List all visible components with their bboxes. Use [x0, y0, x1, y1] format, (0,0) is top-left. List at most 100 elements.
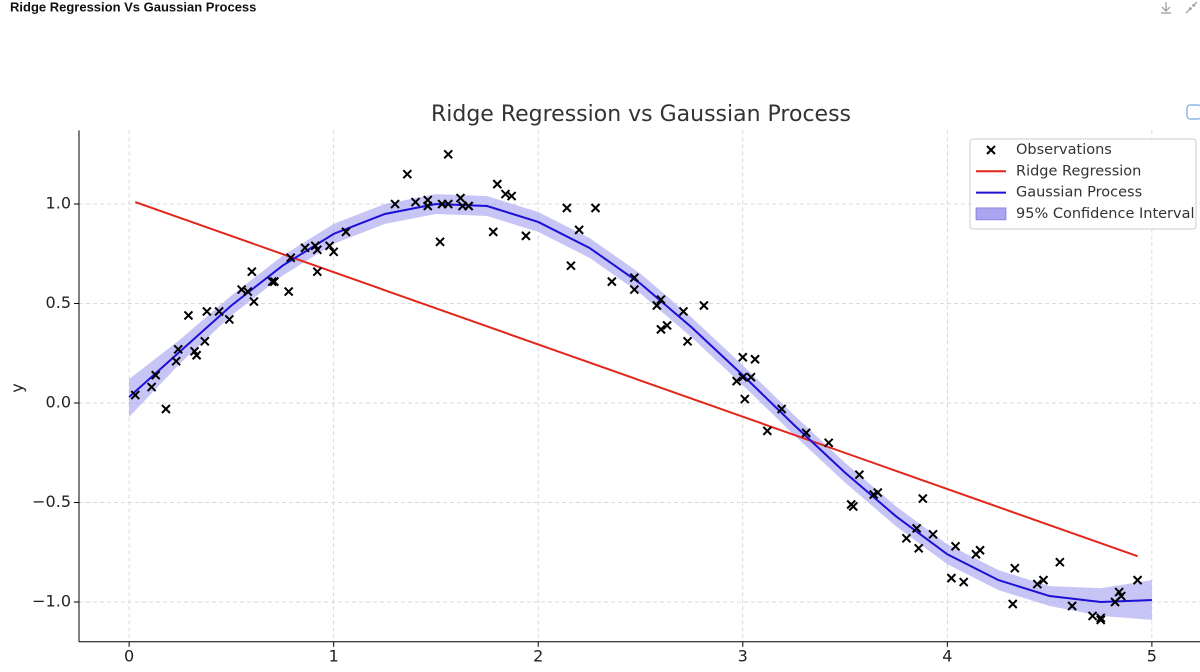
scatter-point: [521, 231, 531, 241]
scatter-point: [247, 266, 257, 277]
capture-icon[interactable]: [1186, 104, 1200, 120]
legend-label: Ridge Regression: [1016, 163, 1141, 179]
scatter-point: [801, 428, 811, 438]
scatter-point: [463, 201, 474, 211]
scatter-point: [146, 382, 157, 392]
scatter-point: [214, 306, 224, 317]
scatter-point: [328, 247, 339, 257]
y-tick-label: 0.0: [46, 393, 71, 412]
scatter-point: [562, 203, 572, 213]
scatter-point: [731, 376, 742, 386]
scatter-point: [958, 577, 969, 587]
y-tick-label: −0.5: [32, 492, 71, 511]
scatter-point: [455, 193, 466, 203]
scatter-point: [443, 149, 453, 159]
scatter-point: [913, 543, 924, 553]
legend-marker: [986, 145, 996, 155]
scatter-point: [286, 253, 296, 263]
scatter-point: [423, 201, 433, 211]
scatter-point: [776, 404, 787, 414]
x-tick-label: 5: [1147, 646, 1157, 665]
series-line: [134, 201, 1138, 558]
scatter-point: [202, 306, 212, 317]
scatter-point: [243, 286, 253, 297]
legend-marker: [975, 207, 1007, 221]
scatter-point: [656, 294, 666, 305]
scatter-point: [200, 336, 210, 347]
scatter-point: [746, 372, 756, 382]
scatter-point: [1055, 557, 1065, 567]
scatter-point: [656, 324, 666, 335]
scatter-point: [662, 320, 672, 331]
scatter-point: [1010, 563, 1020, 573]
y-axis-label: y: [8, 383, 27, 392]
toolbar-icons: [1161, 1, 1200, 120]
page-header: Ridge Regression Vs Gaussian Process: [10, 0, 256, 14]
scatter-point: [488, 227, 498, 237]
series-line: [128, 203, 1152, 604]
confidence-band: [129, 194, 1152, 620]
scatter-point: [300, 243, 310, 253]
scatter-point: [928, 529, 938, 540]
scatter-point: [590, 203, 601, 213]
scatter-point: [629, 284, 640, 295]
scatter-point: [848, 501, 858, 512]
x-tick-label: 1: [329, 646, 339, 665]
scatter-point: [171, 356, 181, 366]
scatter-point: [901, 533, 912, 544]
scatter-point: [873, 487, 883, 498]
scatter-point: [1116, 591, 1126, 601]
scatter-point: [699, 300, 709, 311]
scatter-point: [750, 354, 760, 364]
scatter-point: [1096, 613, 1106, 623]
scatter-point: [975, 545, 985, 555]
y-tick-label: −1.0: [32, 592, 71, 611]
scatter-point: [854, 469, 865, 480]
scatter-point: [324, 241, 335, 251]
legend-label: 95% Confidence Interval: [1016, 206, 1195, 222]
scatter-point: [740, 394, 750, 404]
scatter-point: [1132, 575, 1143, 585]
scatter-point: [738, 372, 748, 382]
scatter-point: [652, 300, 662, 311]
scatter-point: [1008, 599, 1018, 609]
scatter-point: [1067, 601, 1077, 611]
scatter-point: [918, 493, 928, 504]
download-icon[interactable]: [1161, 2, 1171, 14]
chart-title: Ridge Regression vs Gaussian Process: [431, 102, 851, 127]
collapse-icon[interactable]: [1185, 1, 1198, 14]
scatter-point: [312, 245, 323, 255]
scatter-point: [130, 390, 140, 400]
scatter-point: [1032, 579, 1043, 589]
legend-label: Gaussian Process: [1016, 185, 1142, 201]
scatter-point: [435, 237, 445, 247]
scatter-point: [236, 284, 247, 295]
scatter-point: [267, 276, 278, 287]
scatter-point: [410, 197, 421, 207]
scatter-point: [151, 370, 161, 380]
x-tick-label: 3: [738, 646, 748, 665]
scatter-point: [506, 191, 517, 201]
scatter-point: [1087, 611, 1098, 621]
scatter-point: [390, 199, 400, 209]
scatter-point: [492, 179, 503, 189]
scatter-point: [312, 266, 323, 277]
scatter-point: [173, 344, 183, 354]
scatter-point: [682, 336, 693, 347]
scatter-point: [678, 306, 689, 317]
scatter-point: [269, 276, 280, 287]
scatter-point: [443, 199, 453, 209]
scatter-point: [566, 261, 576, 271]
scatter-point: [950, 541, 961, 551]
y-tick-label: 1.0: [46, 194, 71, 213]
scatter-point: [946, 573, 957, 583]
x-tick-label: 4: [942, 646, 952, 665]
scatter-point: [224, 314, 235, 325]
scatter-point: [911, 523, 922, 534]
legend-box: [969, 138, 1197, 230]
scatter-point: [341, 227, 351, 237]
scatter-point: [249, 296, 259, 307]
scatter-point: [762, 426, 773, 436]
